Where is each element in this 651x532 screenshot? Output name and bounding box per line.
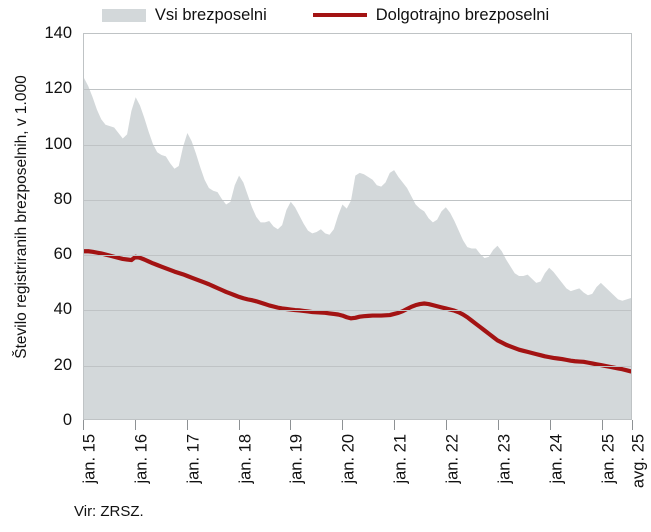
y-tick-label: 20 (53, 355, 72, 374)
source-note: Vir: ZRSZ. (74, 503, 144, 520)
x-tick-label: jan. 23 (495, 434, 514, 484)
x-tick-label: jan. 18 (236, 434, 255, 484)
x-tick-label: jan. 15 (80, 434, 99, 484)
series-line-dolgotrajno-brezposelni (84, 249, 631, 374)
series-area-vsi-brezposelni (84, 78, 631, 419)
y-tick-label: 60 (53, 245, 72, 264)
x-tick-mark (550, 420, 551, 430)
plot-area (83, 33, 632, 420)
gridline (84, 255, 631, 256)
x-tick-label: jan. 20 (339, 434, 358, 484)
gridline (84, 145, 631, 146)
x-tick-mark (342, 420, 343, 430)
gridline (84, 89, 631, 90)
x-tick-label: jan. 25 (599, 434, 618, 484)
x-axis-tick-marks (83, 420, 633, 432)
x-tick-mark (187, 420, 188, 430)
x-tick-label: jan. 24 (547, 434, 566, 484)
x-tick-mark (602, 420, 603, 430)
x-tick-mark (394, 420, 395, 430)
chart-canvas (84, 78, 631, 419)
gridline (84, 310, 631, 311)
x-tick-label: jan. 16 (132, 434, 151, 484)
x-tick-mark (290, 420, 291, 430)
x-tick-label: avg. 25 (629, 434, 648, 489)
legend-item-dolgotrajno-brezposelni: Dolgotrajno brezposelni (312, 6, 550, 24)
y-tick-label: 100 (44, 134, 72, 153)
line-swatch-icon (312, 13, 367, 17)
y-tick-label: 80 (53, 189, 72, 208)
legend-item-vsi-brezposelni: Vsi brezposelni (101, 6, 267, 24)
legend-label-vsi-brezposelni: Vsi brezposelni (154, 6, 267, 24)
chart-legend: Vsi brezposelni Dolgotrajno brezposelni (0, 2, 651, 28)
y-axis-tick-labels: 0 20 40 60 80 100 120 140 (0, 0, 78, 532)
x-tick-mark (446, 420, 447, 430)
legend-label-dolgotrajno-brezposelni: Dolgotrajno brezposelni (375, 6, 550, 24)
x-tick-mark (135, 420, 136, 430)
x-tick-mark (239, 420, 240, 430)
x-tick-mark (632, 420, 633, 430)
gridline (84, 366, 631, 367)
x-tick-label: jan. 21 (391, 434, 410, 484)
y-tick-label: 120 (44, 79, 72, 98)
area-swatch-icon (101, 8, 146, 22)
y-tick-label: 40 (53, 300, 72, 319)
y-tick-label: 140 (44, 24, 72, 42)
x-tick-label: jan. 19 (287, 434, 306, 484)
y-tick-label: 0 (62, 411, 72, 429)
x-tick-mark (498, 420, 499, 430)
x-tick-label: jan. 22 (443, 434, 462, 484)
gridline (84, 200, 631, 201)
x-tick-label: jan. 17 (184, 434, 203, 484)
x-tick-mark (83, 420, 84, 430)
